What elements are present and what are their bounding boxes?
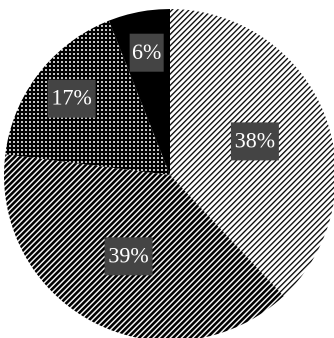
data-label: 17% [51, 85, 91, 110]
label-box [47, 79, 96, 118]
data-label: 38% [235, 127, 275, 152]
label-box [104, 237, 153, 276]
data-label: 6% [132, 39, 161, 64]
data-label: 39% [108, 242, 148, 267]
label-box [230, 122, 279, 161]
label-box [129, 33, 164, 72]
